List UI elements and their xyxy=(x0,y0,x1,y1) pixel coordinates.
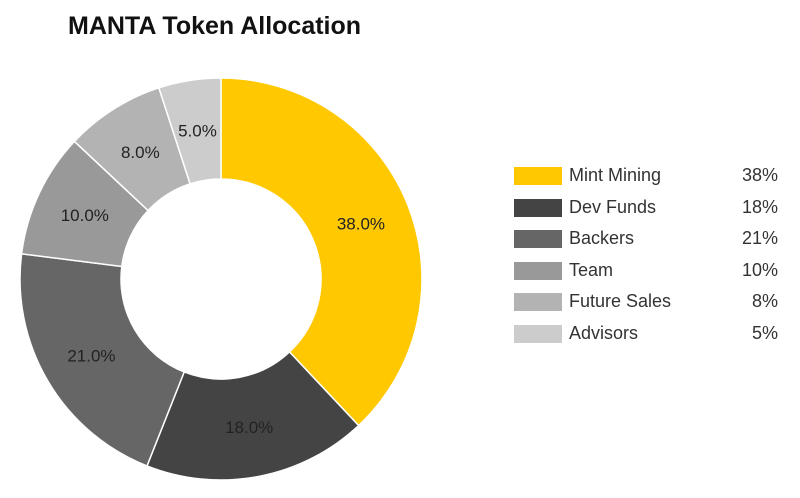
slice-label-team: 10.0% xyxy=(61,206,109,225)
legend-item-dev-funds: Dev Funds 18% xyxy=(514,195,784,227)
slice-label-backers: 21.0% xyxy=(67,347,115,366)
slice-label-mint-mining: 38.0% xyxy=(337,215,385,234)
legend-swatch xyxy=(514,198,562,217)
legend-value: 5% xyxy=(751,322,778,343)
legend-label: Team xyxy=(569,259,614,280)
donut-chart: 38.0% 18.0% 21.0% 10.0% 8.0% 5.0% xyxy=(19,77,423,481)
legend-item-advisors: Advisors 5% xyxy=(514,321,784,353)
legend-value: 10% xyxy=(741,259,778,280)
legend-swatch xyxy=(514,324,562,343)
legend-swatch xyxy=(514,230,562,249)
legend-value: 38% xyxy=(741,165,778,185)
legend-label: Future Sales xyxy=(569,291,672,312)
legend-label: Backers xyxy=(569,228,635,249)
legend-swatch xyxy=(514,167,562,185)
slice-label-future-sales: 8.0% xyxy=(121,143,160,162)
legend-swatch xyxy=(514,293,562,312)
legend-swatch xyxy=(514,261,562,280)
chart-title: MANTA Token Allocation xyxy=(68,12,362,40)
legend-value: 8% xyxy=(751,291,778,312)
slice-label-dev-funds: 18.0% xyxy=(225,418,273,437)
slice-backers xyxy=(19,252,186,467)
slice-label-advisors: 5.0% xyxy=(178,121,217,140)
legend-label: Dev Funds xyxy=(569,196,657,217)
legend-item-team: Team 10% xyxy=(514,258,784,290)
slice-mint-mining xyxy=(220,77,423,427)
legend-label: Advisors xyxy=(569,322,639,343)
legend-value: 18% xyxy=(741,196,778,217)
legend-value: 21% xyxy=(741,228,778,249)
legend-item-future-sales: Future Sales 8% xyxy=(514,289,784,321)
legend-label: Mint Mining xyxy=(569,165,662,185)
slice-advisors xyxy=(157,77,222,185)
slice-dev-funds xyxy=(146,350,360,481)
legend-item-mint-mining: Mint Mining 38% xyxy=(514,163,784,195)
legend-item-backers: Backers 21% xyxy=(514,226,784,258)
legend: Mint Mining 38% Dev Funds 18% Backers 21% Team… xyxy=(514,163,784,353)
